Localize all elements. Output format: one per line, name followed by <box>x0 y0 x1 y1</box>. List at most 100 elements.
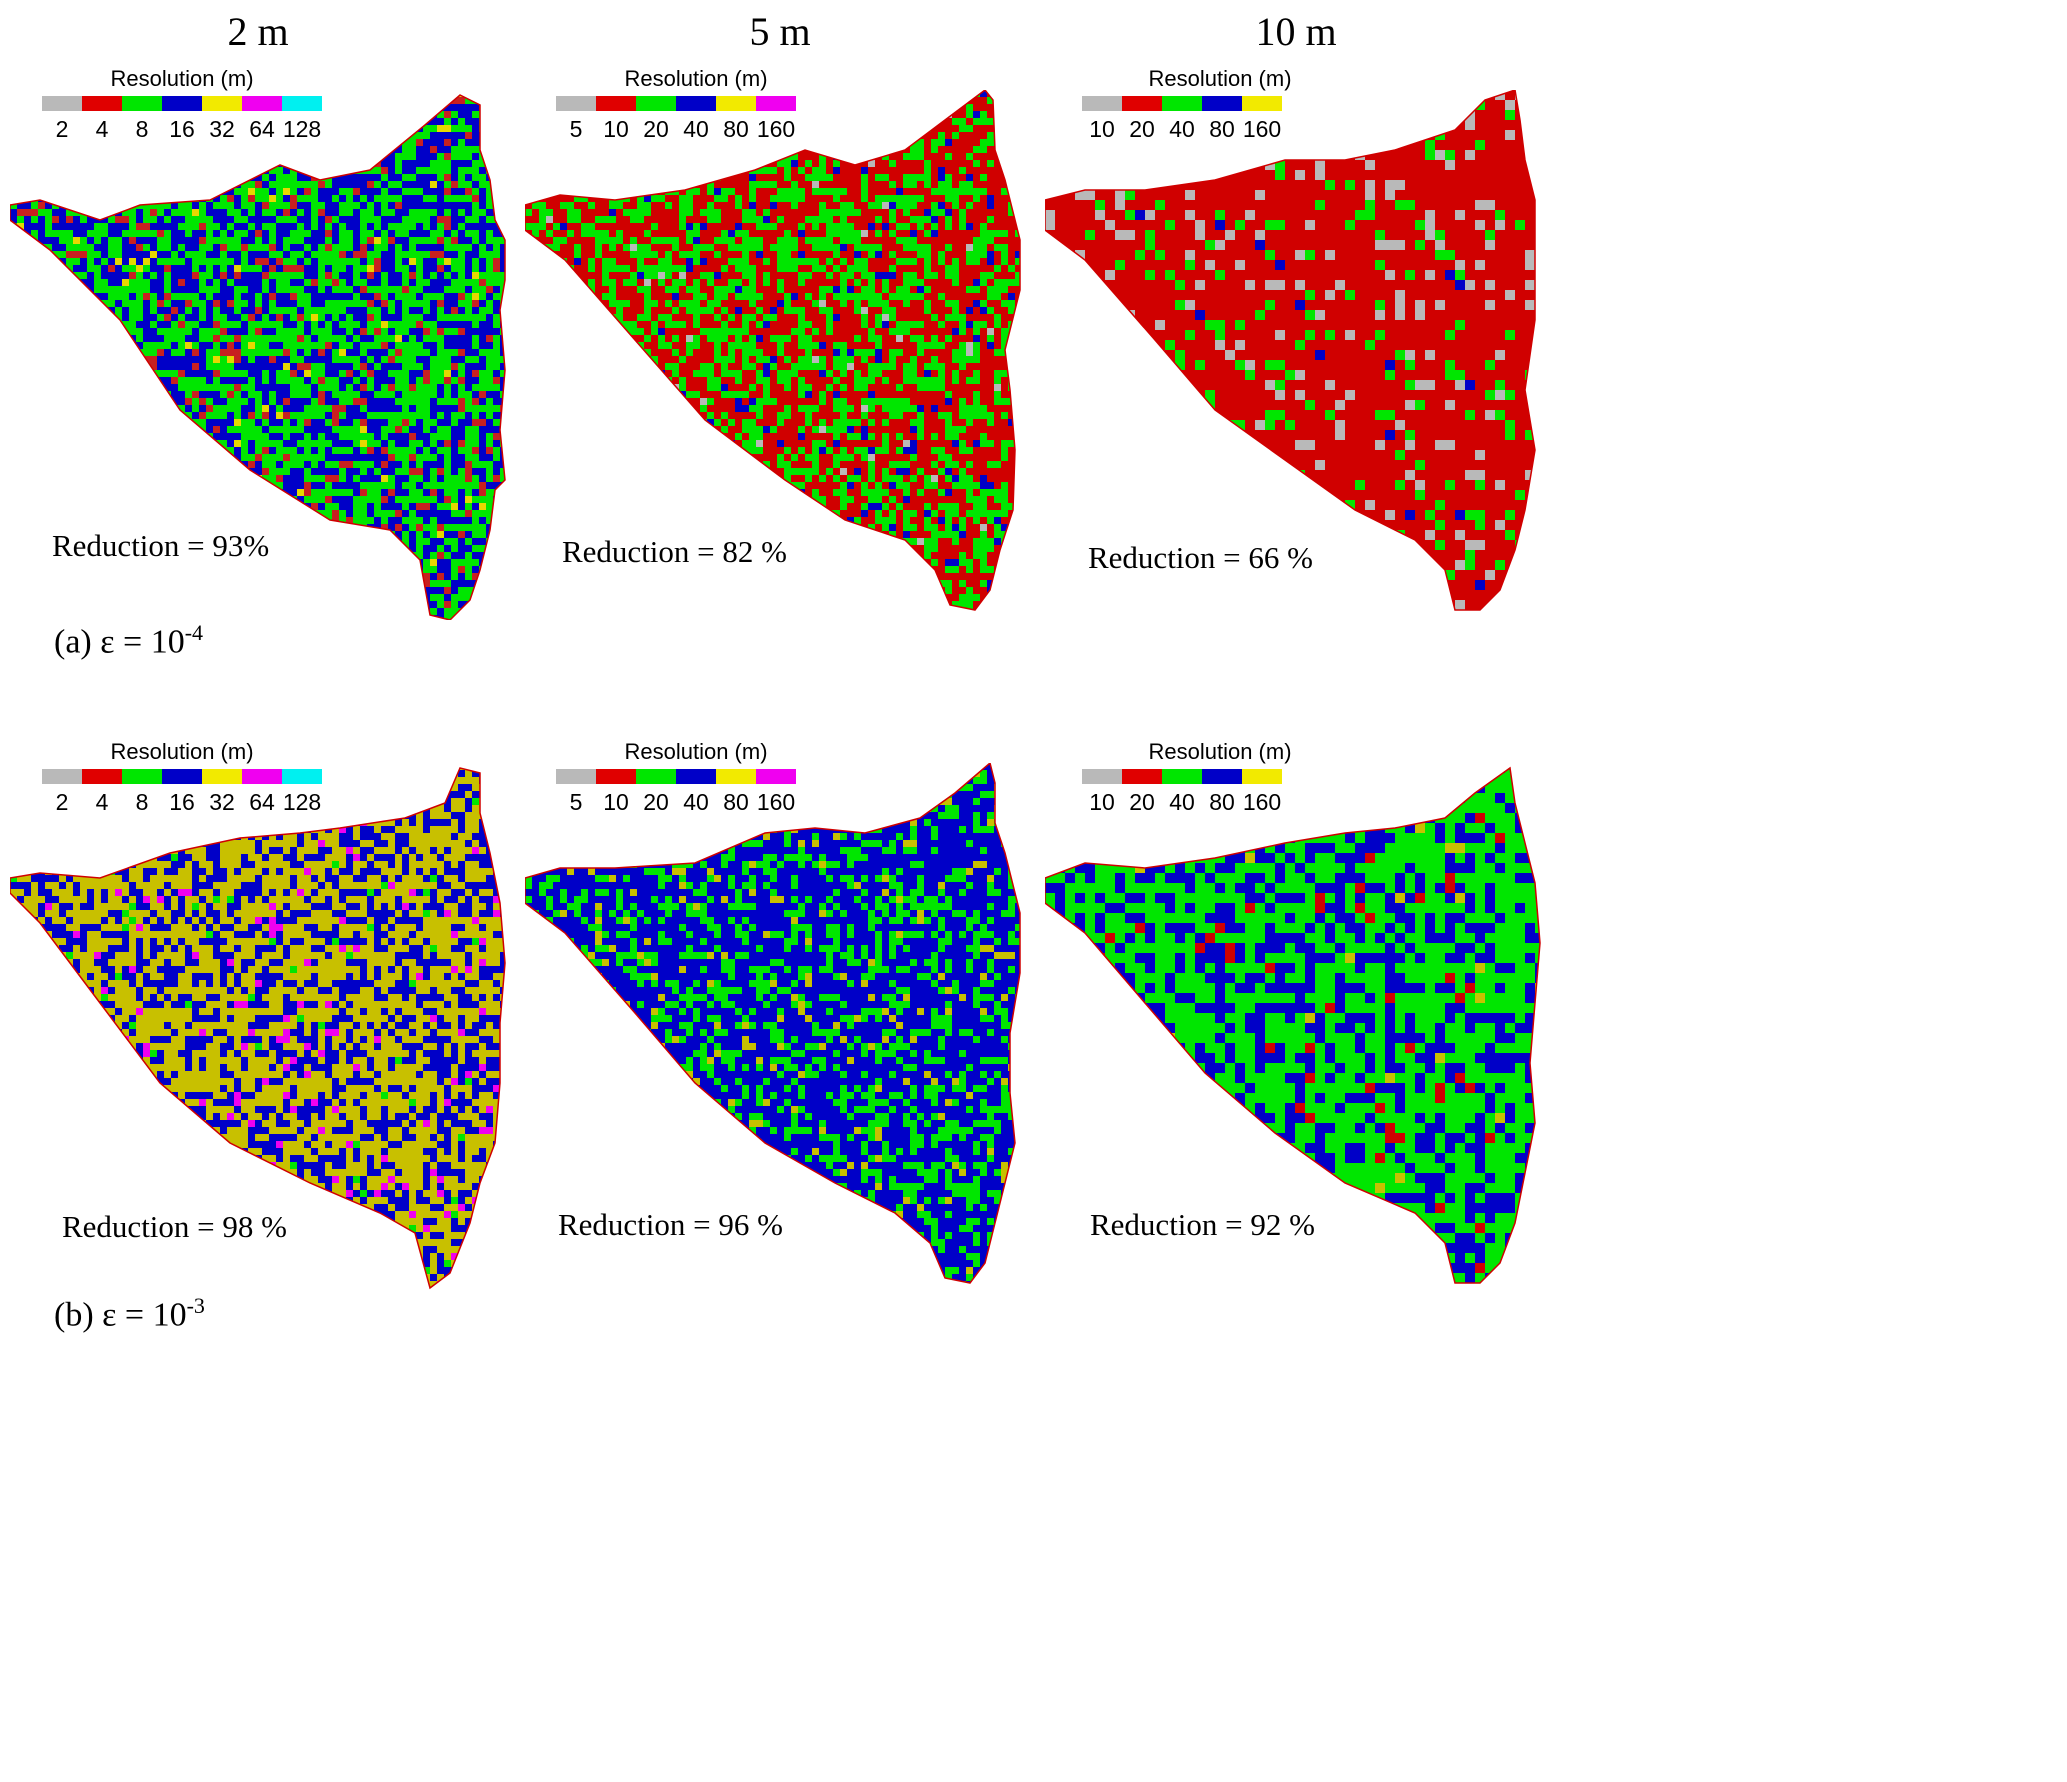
legend-label-80: 80 <box>723 789 749 815</box>
legend-swatch-160 <box>1242 769 1282 784</box>
legend-bar <box>556 96 796 111</box>
row-label-a-text: (a) ε = 10 <box>54 623 185 661</box>
legend-swatch-40 <box>1162 96 1202 111</box>
legend-label-160: 160 <box>756 116 796 142</box>
legend-label-40: 40 <box>1169 116 1195 142</box>
legend-label-10: 10 <box>603 789 629 815</box>
legend-label-160: 160 <box>1242 789 1282 815</box>
legend-swatch-10 <box>596 96 636 111</box>
reduction-label: Reduction = 82 % <box>562 534 787 569</box>
legend-swatch-80 <box>716 96 756 111</box>
legend-label-80: 80 <box>723 116 749 142</box>
reduction-label: Reduction = 96 % <box>558 1207 783 1242</box>
legend-swatch-32 <box>202 96 242 111</box>
legend-swatch-20 <box>636 769 676 784</box>
row-label-b: (b) ε = 10-3 <box>54 1293 205 1334</box>
legend-swatch-128 <box>282 769 322 784</box>
row-label-b-text: (b) ε = 10 <box>54 1296 187 1334</box>
legend-label-80: 80 <box>1209 789 1235 815</box>
panel-b-5m: Resolution (m) 5 10 20 40 80 160 Reduction = … <box>520 733 1040 1293</box>
legend-label-8: 8 <box>135 789 149 815</box>
resolution-map <box>10 94 506 620</box>
legend-label-64: 64 <box>249 116 275 142</box>
legend-swatch-8 <box>122 96 162 111</box>
column-title-2m: 2 m <box>227 9 289 54</box>
resolution-map <box>10 767 506 1290</box>
legend-label-40: 40 <box>683 116 709 142</box>
resolution-map <box>525 90 1021 611</box>
legend-ticks: 10 20 40 80 160 <box>1082 789 1282 817</box>
legend-title: Resolution (m) <box>624 739 768 764</box>
row-label-a: (a) ε = 10-4 <box>54 620 203 661</box>
legend-swatch-40 <box>676 96 716 111</box>
legend-swatch-4 <box>82 769 122 784</box>
watershed-outline <box>10 94 506 620</box>
legend-swatch-64 <box>242 769 282 784</box>
legend-swatch-20 <box>1122 769 1162 784</box>
panel-a-2m: Resolution (m) 2 4 8 16 32 64 128 Reduction = … <box>0 60 520 620</box>
legend-label-10: 10 <box>1089 789 1115 815</box>
legend-swatch-160 <box>756 96 796 111</box>
legend-swatch-160 <box>756 769 796 784</box>
reduction-label: Reduction = 98 % <box>62 1209 287 1244</box>
legend-ticks: 5 10 20 40 80 160 <box>556 789 796 817</box>
legend-bar <box>42 769 322 784</box>
legend-swatch-5 <box>556 96 596 111</box>
legend-swatch-16 <box>162 96 202 111</box>
legend-label-128: 128 <box>282 116 322 142</box>
legend-swatch-2 <box>42 769 82 784</box>
legend-label-20: 20 <box>1129 116 1155 142</box>
legend-label-40: 40 <box>683 789 709 815</box>
legend-label-20: 20 <box>1129 789 1155 815</box>
legend-label-20: 20 <box>643 789 669 815</box>
legend-swatch-16 <box>162 769 202 784</box>
legend-swatch-5 <box>556 769 596 784</box>
legend-swatch-10 <box>1082 96 1122 111</box>
row-label-b-exponent: -3 <box>186 1293 205 1318</box>
legend-ticks: 2 4 8 16 32 64 128 <box>42 116 322 144</box>
watershed-outline <box>10 767 506 1290</box>
legend-ticks: 2 4 8 16 32 64 128 <box>42 789 322 817</box>
resolution-map <box>1045 766 1541 1284</box>
legend-swatch-80 <box>1202 96 1242 111</box>
legend-label-160: 160 <box>1242 116 1282 142</box>
legend-swatch-32 <box>202 769 242 784</box>
legend-label-8: 8 <box>135 116 149 142</box>
panel-b-10m: Resolution (m) 10 20 40 80 160 Reduction = 9… <box>1040 733 1560 1293</box>
legend-label-4: 4 <box>95 116 109 142</box>
legend-label-40: 40 <box>1169 789 1195 815</box>
legend-bar <box>1082 769 1282 784</box>
row-label-a-exponent: -4 <box>184 620 204 645</box>
legend-title: Resolution (m) <box>624 66 768 91</box>
legend-swatch-4 <box>82 96 122 111</box>
legend-title: Resolution (m) <box>1148 66 1292 91</box>
legend-ticks: 5 10 20 40 80 160 <box>556 116 796 144</box>
panel-b-2m: Resolution (m) 2 4 8 16 32 64 128 Reduction = … <box>0 733 520 1293</box>
legend-label-10: 10 <box>603 116 629 142</box>
legend-label-64: 64 <box>249 789 275 815</box>
legend-title: Resolution (m) <box>110 739 254 764</box>
watershed-outline <box>1045 90 1536 611</box>
watershed-outline <box>525 90 1021 611</box>
legend-swatch-40 <box>1162 769 1202 784</box>
legend-label-160: 160 <box>756 789 796 815</box>
legend-ticks: 10 20 40 80 160 <box>1082 116 1282 144</box>
legend-swatch-20 <box>636 96 676 111</box>
legend-swatch-160 <box>1242 96 1282 111</box>
legend-swatch-40 <box>676 769 716 784</box>
legend-swatch-128 <box>282 96 322 111</box>
legend-label-5: 5 <box>569 789 583 815</box>
legend-label-32: 32 <box>209 116 235 142</box>
legend-swatch-8 <box>122 769 162 784</box>
legend-swatch-2 <box>42 96 82 111</box>
resolution-map <box>525 763 1021 1284</box>
legend-swatch-64 <box>242 96 282 111</box>
legend-swatch-80 <box>1202 769 1242 784</box>
legend-swatch-10 <box>596 769 636 784</box>
reduction-label: Reduction = 93% <box>52 528 270 563</box>
legend-label-10: 10 <box>1089 116 1115 142</box>
column-title-10m: 10 m <box>1255 9 1337 54</box>
legend-label-32: 32 <box>209 789 235 815</box>
legend-label-80: 80 <box>1209 116 1235 142</box>
legend-label-128: 128 <box>282 789 322 815</box>
